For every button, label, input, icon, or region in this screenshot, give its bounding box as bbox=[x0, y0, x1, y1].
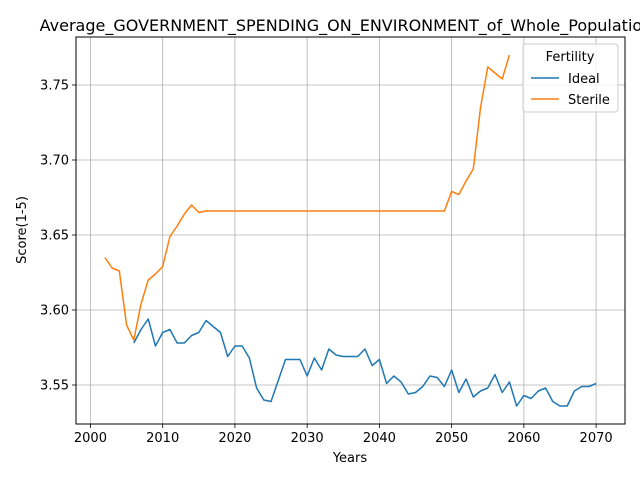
x-tick-label: 2060 bbox=[507, 431, 540, 446]
plot-frame bbox=[75, 36, 626, 425]
series-line-sterile bbox=[104, 54, 511, 341]
x-tick-label: 2040 bbox=[363, 431, 396, 446]
x-tick-label: 2030 bbox=[291, 431, 324, 446]
x-axis-label: Years bbox=[332, 451, 368, 466]
x-tick-label: 2050 bbox=[435, 431, 468, 446]
x-axis: 2000 2010 2020 2030 2040 2050 2060 2070 bbox=[74, 424, 613, 446]
legend-label-ideal: Ideal bbox=[568, 72, 600, 87]
y-axis-label: Score(1-5) bbox=[15, 196, 30, 264]
y-tick-label: 3.75 bbox=[40, 79, 69, 94]
x-tick-label: 2020 bbox=[218, 431, 251, 446]
x-tick-label: 2010 bbox=[146, 431, 179, 446]
plot-lines bbox=[104, 54, 597, 407]
y-tick-label: 3.55 bbox=[40, 379, 69, 394]
x-tick-label: 2000 bbox=[74, 431, 107, 446]
y-axis: 3.55 3.60 3.65 3.70 3.75 bbox=[40, 79, 76, 394]
legend-box bbox=[522, 43, 619, 113]
y-tick-label: 3.70 bbox=[40, 154, 69, 169]
legend: Fertility Ideal Sterile bbox=[522, 43, 619, 113]
y-tick-label: 3.65 bbox=[40, 229, 69, 244]
x-tick-label: 2070 bbox=[580, 431, 613, 446]
y-tick-label: 3.60 bbox=[40, 304, 69, 319]
legend-label-sterile: Sterile bbox=[568, 93, 610, 108]
legend-title: Fertility bbox=[546, 50, 595, 65]
chart-title: Average_GOVERNMENT_SPENDING_ON_ENVIRONME… bbox=[40, 16, 640, 36]
series-line-ideal bbox=[133, 318, 597, 407]
